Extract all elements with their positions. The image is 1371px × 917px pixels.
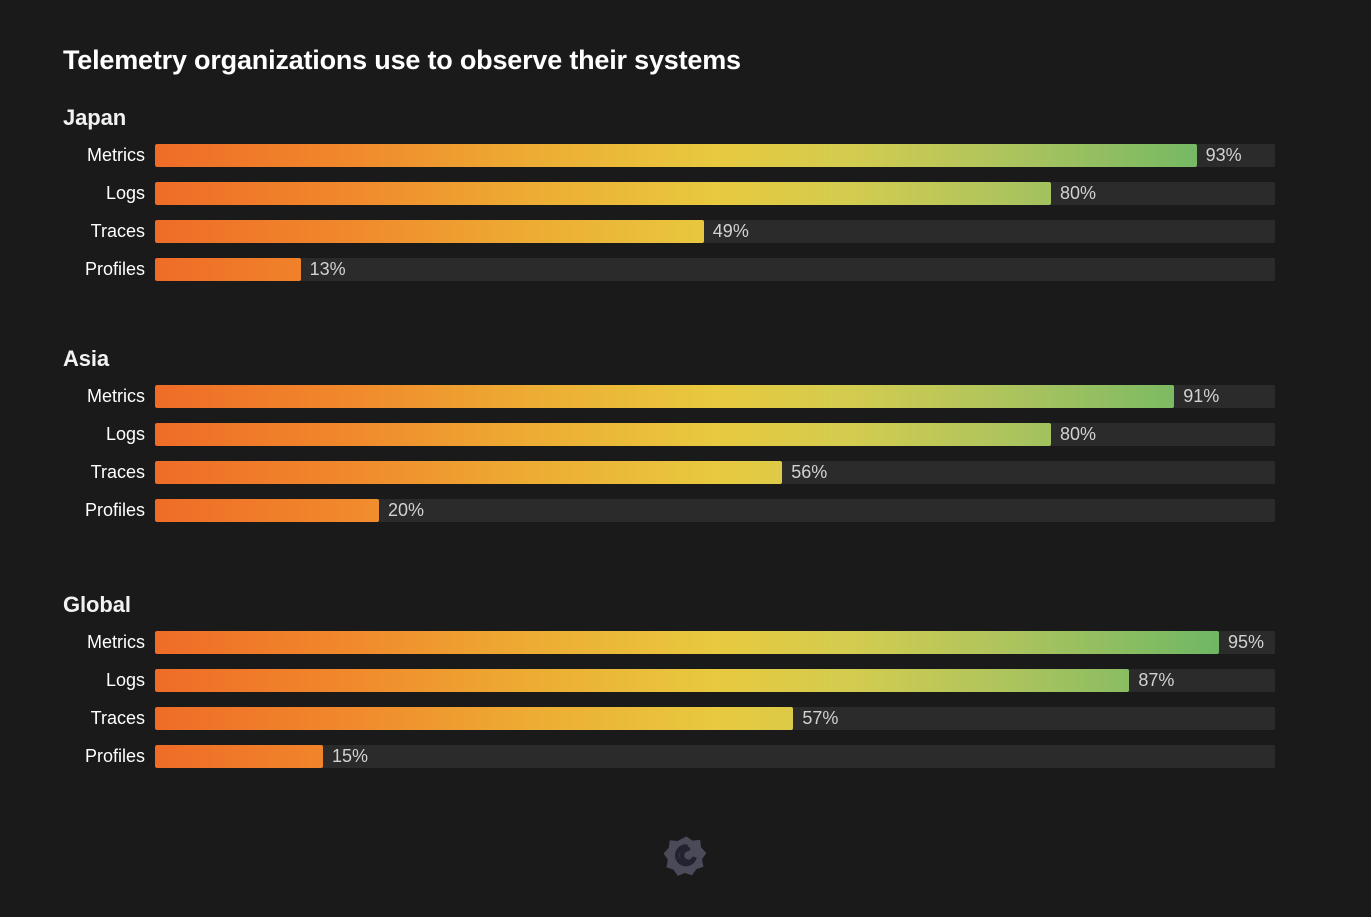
bar-fill xyxy=(155,499,379,522)
bar-fill xyxy=(155,669,1130,692)
group-rows: Metrics 91% Logs 80% Traces 56% Profiles 20% xyxy=(0,383,1371,535)
bar-value-label: 13% xyxy=(309,259,346,279)
bar-row: Traces 56% xyxy=(0,459,1371,497)
bar-value-label: 91% xyxy=(1183,386,1220,406)
bar-gradient xyxy=(155,707,794,730)
bar-value-label: 80% xyxy=(1060,424,1097,444)
bar-track: 91% xyxy=(155,385,1275,408)
bar-gradient xyxy=(155,423,1051,446)
group-title: Global xyxy=(63,592,131,617)
bar-row-label: Profiles xyxy=(84,259,145,279)
bar-row: Logs 80% xyxy=(0,180,1371,218)
bar-gradient xyxy=(155,220,704,243)
bar-value-label: 87% xyxy=(1138,670,1175,690)
bar-row: Metrics 91% xyxy=(0,383,1371,421)
bar-row-label: Metrics xyxy=(87,145,145,165)
bar-gradient xyxy=(155,385,1175,408)
bar-gradient xyxy=(155,144,1197,167)
bar-row: Traces 57% xyxy=(0,705,1371,743)
bar-row: Profiles 13% xyxy=(0,256,1371,294)
bar-row-label: Traces xyxy=(90,462,145,482)
bar-fill xyxy=(155,258,301,281)
group-title: Asia xyxy=(63,346,110,371)
bar-track: 80% xyxy=(155,182,1275,205)
bar-gradient xyxy=(155,461,783,484)
bar-track: 49% xyxy=(155,220,1275,243)
bar-fill xyxy=(155,461,783,484)
bar-gradient xyxy=(155,631,1219,654)
bar-fill xyxy=(155,144,1197,167)
bar-track: 15% xyxy=(155,745,1275,768)
bar-value-label: 56% xyxy=(791,462,828,482)
bar-row-label: Logs xyxy=(105,183,145,203)
bar-fill xyxy=(155,423,1051,446)
bar-value-label: 15% xyxy=(332,746,369,766)
bar-track: 13% xyxy=(155,258,1275,281)
group-rows: Metrics 93% Logs 80% Traces 49% Profiles 13% xyxy=(0,142,1371,294)
bar-fill xyxy=(155,182,1051,205)
bar-value-label: 93% xyxy=(1205,145,1242,165)
bar-row-label: Logs xyxy=(105,424,145,444)
bar-value-label: 20% xyxy=(388,500,425,520)
group-rows: Metrics 95% Logs 87% Traces 57% Profiles 15% xyxy=(0,629,1371,781)
bar-track: 80% xyxy=(155,423,1275,446)
bar-track: 57% xyxy=(155,707,1275,730)
bar-value-label: 49% xyxy=(712,221,749,241)
bar-value-label: 80% xyxy=(1060,183,1097,203)
bar-fill xyxy=(155,631,1219,654)
bar-row-label: Traces xyxy=(90,708,145,728)
bar-row-label: Traces xyxy=(90,221,145,241)
bar-row: Metrics 93% xyxy=(0,142,1371,180)
bar-row-label: Profiles xyxy=(84,746,145,766)
bar-gradient xyxy=(155,258,301,281)
bar-row-label: Metrics xyxy=(87,632,145,652)
bar-row: Metrics 95% xyxy=(0,629,1371,667)
bar-fill xyxy=(155,707,794,730)
bar-row: Profiles 20% xyxy=(0,497,1371,535)
grafana-logo xyxy=(663,833,709,883)
bar-track: 56% xyxy=(155,461,1275,484)
bar-row-label: Logs xyxy=(105,670,145,690)
page-title: Telemetry organizations use to observe t… xyxy=(63,45,741,75)
bar-track: 87% xyxy=(155,669,1275,692)
bar-fill xyxy=(155,385,1175,408)
bar-row: Profiles 15% xyxy=(0,743,1371,781)
bar-row-label: Profiles xyxy=(84,500,145,520)
bar-row: Logs 87% xyxy=(0,667,1371,705)
bar-gradient xyxy=(155,499,379,522)
bar-row: Traces 49% xyxy=(0,218,1371,256)
bar-gradient xyxy=(155,669,1130,692)
bar-fill xyxy=(155,220,704,243)
bar-track: 20% xyxy=(155,499,1275,522)
bar-row-label: Metrics xyxy=(87,386,145,406)
bar-fill xyxy=(155,745,323,768)
bar-gradient xyxy=(155,745,323,768)
bar-value-label: 57% xyxy=(802,708,839,728)
bar-row: Logs 80% xyxy=(0,421,1371,459)
bar-track: 93% xyxy=(155,144,1275,167)
bar-value-label: 95% xyxy=(1228,632,1265,652)
bar-track: 95% xyxy=(155,631,1275,654)
bar-gradient xyxy=(155,182,1051,205)
group-title: Japan xyxy=(63,105,127,130)
